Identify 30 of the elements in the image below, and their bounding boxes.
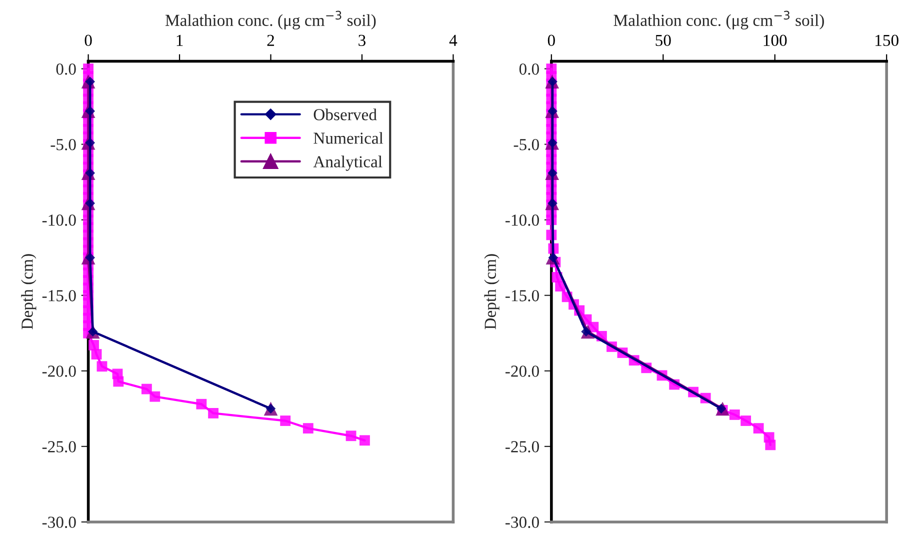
y-tick-label: -20.0 xyxy=(42,366,76,377)
y-tick-label: -25.0 xyxy=(42,441,76,452)
y-tick-label: -15.0 xyxy=(42,290,76,302)
x-tick-label: 50 xyxy=(656,34,671,46)
legend-label: Numerical xyxy=(314,132,384,144)
y-axis-title: Depth (cm) xyxy=(484,254,500,330)
x-tick-label: 2 xyxy=(267,34,274,46)
y-tick-label: -10.0 xyxy=(42,214,76,226)
y-tick-label: -30.0 xyxy=(506,516,539,528)
y-tick-label: -25.0 xyxy=(506,441,539,452)
y-tick-label: -5.0 xyxy=(50,139,76,150)
y-tick-label: 0.0 xyxy=(56,63,76,75)
x-tick-label: 100 xyxy=(764,34,787,46)
legend-label: Analytical xyxy=(313,156,382,171)
x-tick-label: 1 xyxy=(176,34,183,46)
y-tick-label: -15.0 xyxy=(506,290,539,302)
x-tick-label: 0 xyxy=(84,34,92,46)
legend-label: Observed xyxy=(314,108,377,120)
x-axis-title: Malathion conc. (μg cm$^{−3}$ soil) xyxy=(614,10,824,30)
y-axis-title: Depth (cm) xyxy=(21,254,36,330)
x-tick-label: 4 xyxy=(449,34,458,46)
y-tick-label: -30.0 xyxy=(42,516,76,528)
x-axis-title: Malathion conc. (μg cm$^{−3}$ soil) xyxy=(165,10,376,30)
x-tick-label: 0 xyxy=(548,34,555,46)
y-tick-label: -20.0 xyxy=(506,366,539,377)
y-tick-label: -10.0 xyxy=(506,214,539,226)
y-tick-label: 0.0 xyxy=(519,63,539,75)
x-tick-label: 3 xyxy=(358,34,366,46)
x-tick-label: 150 xyxy=(876,34,898,46)
y-tick-label: -5.0 xyxy=(514,139,539,150)
